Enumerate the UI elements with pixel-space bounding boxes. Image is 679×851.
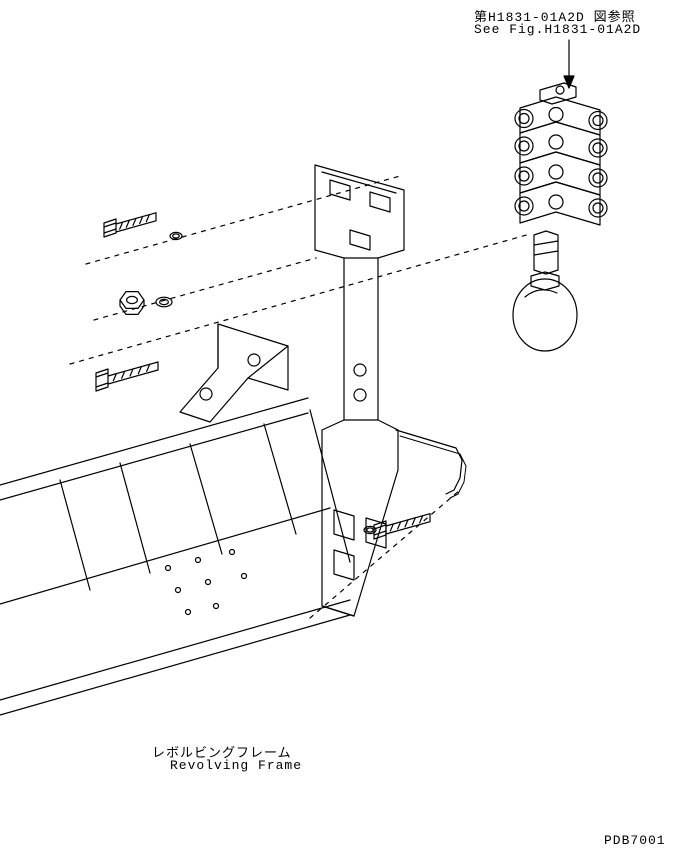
diagram-canvas: 第H1831-01A2D 図参照 See Fig.H1831-01A2D レボル… [0, 0, 679, 851]
exploded-view-svg [0, 0, 679, 851]
